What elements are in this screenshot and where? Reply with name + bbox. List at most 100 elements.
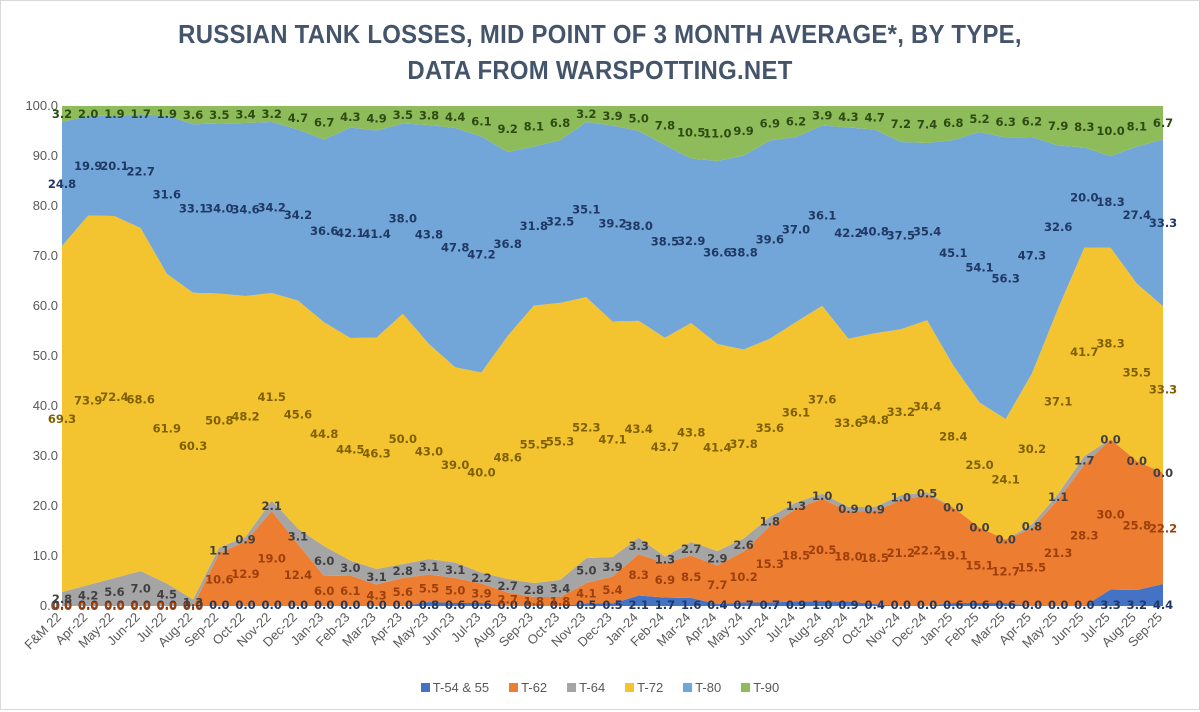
data-label-t-80: 36.1: [808, 209, 836, 223]
data-label-t-64: 0.0: [1153, 466, 1173, 480]
data-label-t-62: 19.1: [939, 548, 967, 562]
data-label-t-80: 36.6: [703, 246, 731, 260]
data-label-t-54-55: 4.4: [1153, 598, 1173, 612]
data-label-t-64: 4.2: [78, 589, 98, 603]
data-label-t-62: 12.4: [284, 568, 312, 582]
y-tick-label: 80.0: [33, 198, 58, 213]
data-label-t-90: 3.9: [812, 109, 832, 123]
data-label-t-90: 1.7: [130, 107, 150, 121]
data-label-t-80: 38.5: [651, 234, 679, 248]
data-label-t-54-55: 0.0: [78, 598, 98, 612]
data-label-t-62: 10.2: [729, 570, 757, 584]
data-label-t-80: 34.0: [205, 202, 233, 216]
data-label-t-64: 2.7: [681, 542, 701, 556]
chart-legend: T-54 & 55 T-62 T-64 T-72 T-80 T-90: [0, 680, 1200, 695]
data-label-t-62: 6.1: [340, 584, 360, 598]
legend-label: T-54 & 55: [432, 680, 490, 695]
legend-swatch: [625, 683, 635, 692]
data-label-t-64: 3.1: [445, 563, 465, 577]
data-label-t-72: 41.7: [1070, 345, 1098, 359]
data-label-t-54-55: 0.0: [497, 598, 517, 612]
data-label-t-62: 6.9: [655, 573, 675, 587]
data-label-t-80: 56.3: [992, 271, 1020, 285]
data-label-t-62: 0.0: [183, 599, 203, 613]
data-label-t-80: 34.6: [231, 203, 259, 217]
data-label-t-54-55: 0.0: [183, 598, 203, 612]
y-axis: 0.0 10.0 20.0 30.0 40.0 50.0 60.0 70.0 80.0 90.0 1…: [25, 98, 58, 613]
data-label-t-80: 36.8: [493, 237, 521, 251]
area-t-90: [62, 106, 1163, 161]
data-label-t-90: 4.7: [864, 111, 884, 125]
data-label-t-54-55: 0.6: [943, 598, 963, 612]
data-label-t-54-55: 0.0: [104, 598, 124, 612]
data-label-t-80: 34.2: [284, 208, 312, 222]
data-label-t-72: 35.5: [1123, 365, 1151, 379]
data-label-t-80: 35.4: [913, 225, 941, 239]
data-label-t-80: 22.7: [126, 164, 154, 178]
y-tick-label: 60.0: [33, 298, 58, 313]
data-label-t-64: 2.9: [707, 551, 727, 565]
data-label-t-64: 2.8: [393, 564, 413, 578]
legend-item-t-54-55: T-54 & 55: [420, 680, 490, 695]
legend-swatch: [420, 683, 430, 692]
data-label-t-64: 0.5: [917, 487, 937, 501]
data-label-t-72: 37.1: [1044, 394, 1072, 408]
data-label-t-64: 3.0: [340, 561, 360, 575]
y-tick-label: 30.0: [33, 448, 58, 463]
data-label-t-72: 39.0: [441, 458, 469, 472]
data-label-t-80: 27.4: [1123, 208, 1151, 222]
data-label-t-64: 0.9: [235, 532, 255, 546]
data-label-t-90: 2.0: [78, 107, 98, 121]
data-label-t-72: 48.2: [231, 410, 259, 424]
data-label-t-64: 2.1: [262, 499, 282, 513]
x-axis: F&M 22Apr-22May-22Jun-22Jul-22Aug-22Sep-…: [21, 610, 1165, 653]
data-label-t-80: 42.2: [834, 226, 862, 240]
data-label-t-64: 4.5: [157, 588, 177, 602]
data-label-t-72: 33.2: [887, 405, 915, 419]
data-label-t-72: 47.1: [598, 432, 626, 446]
data-label-t-62: 15.1: [965, 558, 993, 572]
y-tick-label: 100.0: [25, 98, 58, 113]
data-label-t-80: 47.2: [467, 248, 495, 262]
legend-item-t-80: T-80: [683, 680, 721, 695]
data-label-t-54-55: 0.0: [157, 598, 177, 612]
data-label-t-64: 5.0: [576, 564, 596, 578]
data-label-t-62: 12.7: [992, 564, 1020, 578]
data-label-t-54-55: 0.0: [1048, 598, 1068, 612]
chart-subtitle: DATA FROM WARSPOTTING.NET: [407, 55, 793, 85]
data-label-t-72: 43.4: [625, 422, 653, 436]
area-t-72: [62, 215, 1163, 600]
data-label-t-54-55: 0.8: [419, 598, 439, 612]
data-label-t-72: 25.0: [965, 458, 993, 472]
data-label-t-90: 3.9: [602, 109, 622, 123]
data-label-t-90: 11.0: [703, 127, 731, 141]
data-label-t-64: 0.0: [996, 533, 1016, 547]
data-label-t-80: 54.1: [965, 260, 993, 274]
data-label-t-72: 37.6: [808, 393, 836, 407]
data-labels: 0.0 0.0 0.0 0.0 0.0 0.0 0.0 0.0 0.0 0.0 0.0 0.0 0.0 0…: [48, 107, 1177, 613]
data-label-t-90: 6.8: [943, 116, 963, 130]
data-label-t-80: 24.8: [48, 177, 76, 191]
data-label-t-64: 3.9: [602, 560, 622, 574]
data-label-t-62: 1.8: [524, 595, 544, 609]
data-label-t-90: 10.5: [677, 125, 705, 139]
data-label-t-72: 72.4: [100, 390, 128, 404]
data-label-t-62: 15.5: [1018, 560, 1046, 574]
data-label-t-64: 1.8: [760, 514, 780, 528]
data-label-t-54-55: 0.6: [996, 598, 1016, 612]
data-label-t-90: 3.2: [52, 107, 72, 121]
data-label-t-90: 4.4: [445, 110, 465, 124]
data-label-t-64: 0.0: [1100, 432, 1120, 446]
data-label-t-72: 50.0: [389, 432, 417, 446]
data-label-t-72: 60.3: [179, 439, 207, 453]
data-label-t-72: 73.9: [74, 393, 102, 407]
data-label-t-90: 1.9: [104, 107, 124, 121]
data-label-t-80: 37.0: [782, 223, 810, 237]
data-label-t-90: 10.0: [1096, 124, 1124, 138]
data-label-t-62: 4.3: [366, 588, 386, 602]
legend-item-t-72: T-72: [625, 680, 663, 695]
data-label-t-54-55: 0.6: [471, 598, 491, 612]
data-label-t-72: 36.1: [782, 405, 810, 419]
data-label-t-64: 1.3: [655, 553, 675, 567]
data-label-t-54-55: 0.0: [891, 598, 911, 612]
